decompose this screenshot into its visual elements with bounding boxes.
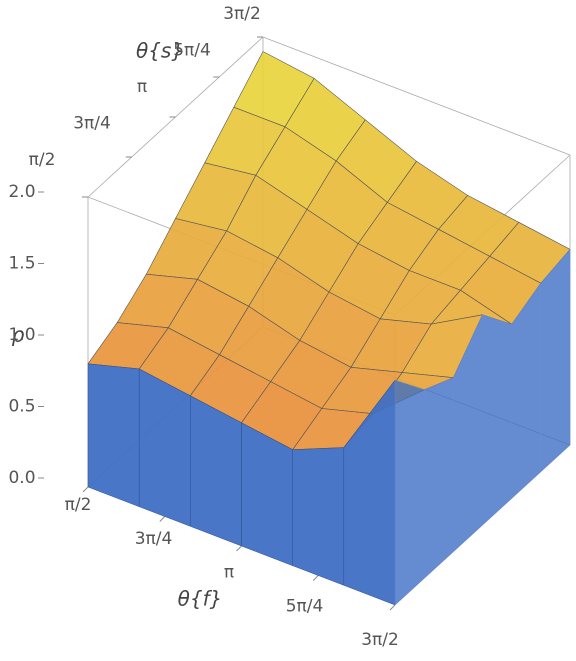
x-tick-label: π (224, 563, 234, 583)
x-tick-label: 5π/4 (286, 596, 324, 616)
x-tick-label: 3π/2 (361, 630, 399, 650)
y-tick-label: π/2 (29, 150, 56, 170)
z-axis-label: ρ (12, 323, 25, 347)
front-wall (138, 368, 191, 527)
z-tick-label: 1.5 (8, 254, 35, 274)
right-wall (482, 314, 512, 526)
y-tick-label: 3π/2 (223, 4, 261, 24)
x-axis-label: θ{f} (178, 587, 223, 611)
box-edge (262, 36, 571, 156)
x-tick (159, 516, 166, 522)
y-tick-label: 3π/4 (73, 114, 111, 134)
right-wall (394, 379, 425, 606)
right-wall (423, 377, 454, 579)
z-tick-label: 0.0 (8, 468, 35, 488)
y-tick-label: π (137, 77, 147, 97)
x-tick-label: 3π/4 (135, 529, 173, 549)
z-tick-label: 1.0 (8, 325, 35, 345)
x-tick (312, 575, 319, 581)
y-tick-label: 5π/4 (173, 41, 211, 61)
right-wall (540, 248, 571, 473)
x-tick-label: π/2 (65, 495, 92, 515)
y-axis-label: θ{s} (136, 39, 184, 63)
z-tick-label: 2.0 (8, 182, 35, 202)
x-tick (389, 604, 396, 611)
z-tick-label: 0.5 (8, 397, 35, 417)
front-wall (87, 363, 140, 508)
front-wall (292, 447, 345, 586)
x-tick (236, 545, 242, 552)
x-tick (82, 486, 89, 493)
